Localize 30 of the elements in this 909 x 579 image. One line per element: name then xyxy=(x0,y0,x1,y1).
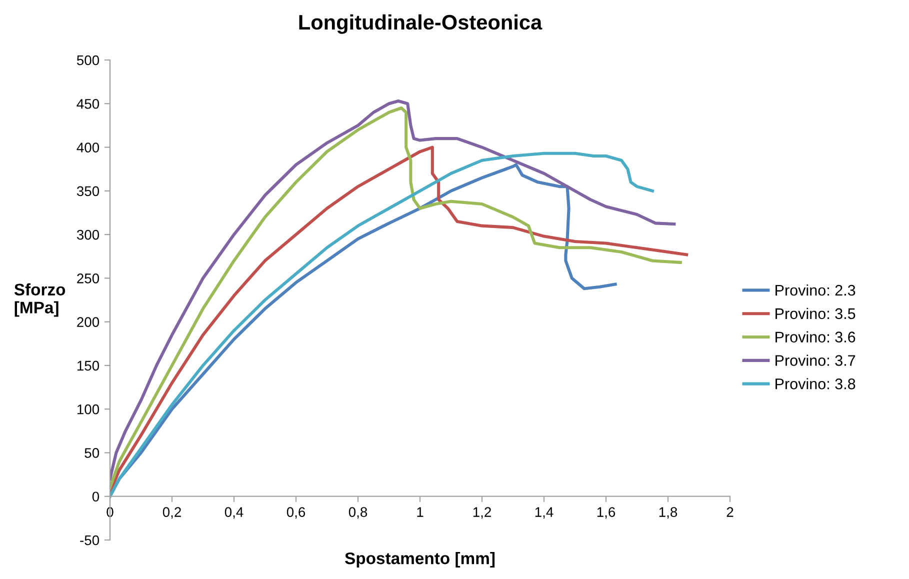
x-axis-title: Spostamento [mm] xyxy=(345,552,495,568)
legend-label: Provino: 3.7 xyxy=(776,354,856,366)
y-tick-label: 200 xyxy=(77,317,100,327)
x-tick-label: 2 xyxy=(726,507,734,517)
y-tick-label: 450 xyxy=(76,98,100,109)
y-tick-label: 500 xyxy=(76,55,100,66)
x-tick-label: 1 xyxy=(417,507,424,517)
x-tick-label: 1,2 xyxy=(473,507,491,519)
legend-label: Provino: 3.6 xyxy=(776,331,856,342)
y-tick-label: 150 xyxy=(77,360,100,371)
chart-title: Longitudinale-Osteonica xyxy=(299,14,542,34)
y-tick-label: 50 xyxy=(84,448,100,458)
y-tick-label: 300 xyxy=(76,230,100,240)
y-axis-title: Sforzo [MPa] xyxy=(14,283,66,317)
legend-label: Provino: 3.8 xyxy=(776,378,856,390)
x-tick-label: 0,4 xyxy=(224,507,244,519)
x-tick-label: 0,2 xyxy=(162,507,181,519)
y-tick-label: 400 xyxy=(76,142,100,152)
y-tick-label: 0 xyxy=(92,492,100,502)
y-tick-label: 350 xyxy=(76,186,100,196)
x-tick-label: 1,6 xyxy=(597,507,616,519)
y-tick-label: 250 xyxy=(77,274,100,284)
x-tick-label: 1,4 xyxy=(535,507,554,519)
x-tick-label: 0,8 xyxy=(348,507,368,519)
y-tick-label: -50 xyxy=(80,535,100,546)
legend-label: Provino: 2.3 xyxy=(776,284,856,296)
y-tick-label: 100 xyxy=(77,404,100,414)
legend-label: Provino: 3.5 xyxy=(776,308,856,320)
x-tick-label: 1,8 xyxy=(659,507,678,519)
x-tick-label: 0,6 xyxy=(286,507,306,519)
